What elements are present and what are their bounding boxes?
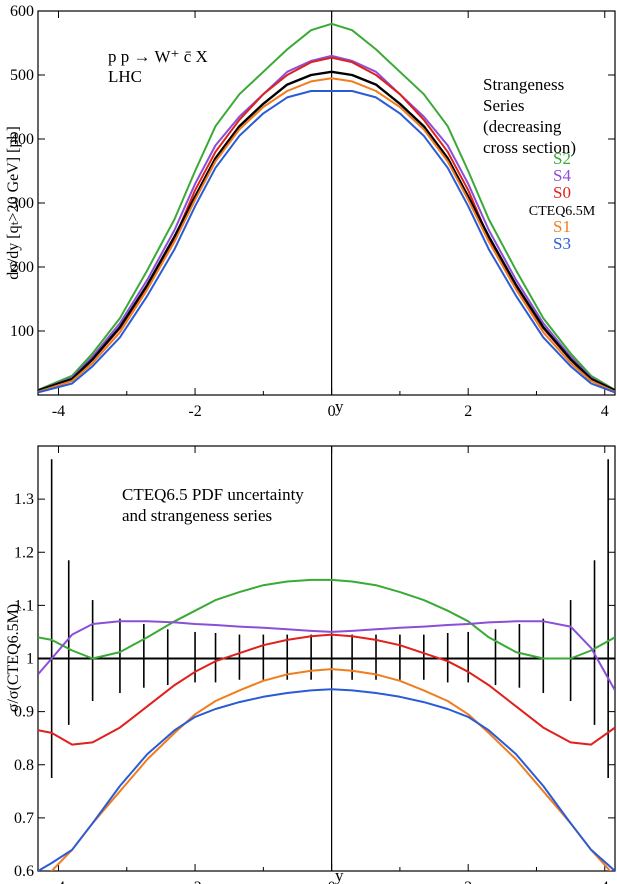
- x-tick-label: -2: [188, 879, 201, 884]
- x-tick-label: 4: [601, 879, 609, 884]
- legend-title-line1: Strangeness: [483, 75, 564, 94]
- y-axis-label-top: dσ/dy [qₜ>20 GeV] [pb]: [5, 126, 22, 280]
- legend-entry-s0: S0: [553, 183, 571, 202]
- legend-title-line2: Series: [483, 96, 525, 115]
- series-line-s3: [38, 688, 615, 871]
- legend-entry-s4: S4: [553, 166, 571, 185]
- legend-title-line3: (decreasing: [483, 117, 562, 136]
- series-line-s4: [38, 620, 615, 691]
- x-tick-label: -4: [52, 879, 65, 884]
- x-tick-label: 2: [464, 879, 472, 884]
- series-line-s1: [38, 77, 615, 393]
- legend-entry-s1: S1: [553, 217, 571, 236]
- y-tick-label: 1.2: [14, 544, 34, 561]
- x-tick-label: -2: [188, 403, 201, 420]
- x-tick-label: 0: [328, 403, 336, 420]
- legend-entry-cteq65m: CTEQ6.5M: [529, 204, 596, 219]
- y-tick-label: 200: [10, 259, 34, 276]
- y-tick-label: 400: [10, 131, 34, 148]
- y-tick-label: 0.7: [14, 810, 34, 827]
- legend-entry-s3: S3: [553, 234, 571, 253]
- uncertainty-label-line2: and strangeness series: [122, 506, 272, 525]
- y-axis-label-bottom: σ/σ(CTEQ6.5M): [5, 604, 22, 712]
- legend-entry-s2: S2: [553, 149, 571, 168]
- x-axis-label-bottom: y: [335, 866, 344, 884]
- y-tick-label: 500: [10, 67, 34, 84]
- ratio-panel: CTEQ6.5 PDF uncertainty and strangeness …: [5, 445, 616, 884]
- x-tick-label: 2: [464, 403, 472, 420]
- y-tick-label: 1: [26, 651, 34, 668]
- collider-label: LHC: [108, 67, 142, 86]
- series-line-s0: [38, 56, 615, 393]
- series-line-s2: [38, 578, 615, 660]
- legend-title-line4: cross section): [483, 138, 576, 157]
- x-tick-label: 0: [328, 879, 336, 884]
- y-tick-label: 100: [10, 323, 34, 340]
- y-tick-label: 0.8: [14, 757, 34, 774]
- series-line-s0: [38, 633, 615, 746]
- y-tick-label: 600: [10, 3, 34, 20]
- x-axis-label-top: y: [335, 397, 344, 416]
- x-tick-label: 4: [601, 403, 609, 420]
- series-line-s2: [38, 22, 615, 391]
- series-line-s4: [38, 54, 615, 392]
- y-tick-label: 1.3: [14, 491, 34, 508]
- series-line-s1: [50, 668, 612, 871]
- y-tick-label: 300: [10, 195, 34, 212]
- y-tick-label: 0.9: [14, 704, 34, 721]
- y-tick-label: 0.6: [14, 863, 34, 880]
- cross-section-panel: p p → W⁺ c̄ X LHC Strangeness Series (de…: [5, 3, 616, 420]
- uncertainty-label-line1: CTEQ6.5 PDF uncertainty: [122, 485, 304, 504]
- series-line-cteq65m: [38, 70, 615, 392]
- process-label: p p → W⁺ c̄ X: [108, 47, 208, 66]
- x-tick-label: -4: [52, 403, 65, 420]
- y-tick-label: 1.1: [14, 597, 34, 614]
- series-line-s3: [38, 90, 615, 394]
